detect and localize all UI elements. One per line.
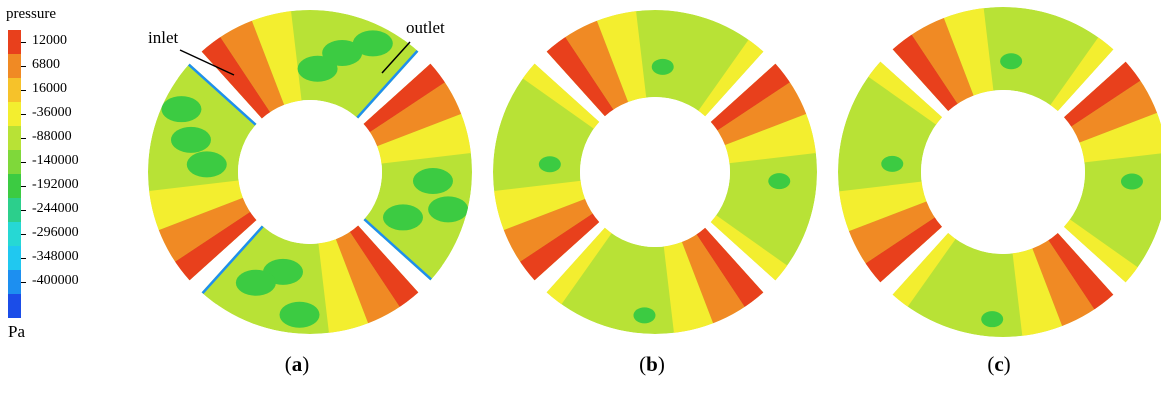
pad-c-bottom xyxy=(892,232,1114,337)
legend-tick-label: 12000 xyxy=(32,33,67,48)
legend-tick-mark xyxy=(21,258,26,259)
legend-tick-label: 16000 xyxy=(32,81,67,96)
legend-title: pressure xyxy=(6,6,56,22)
legend-swatch xyxy=(8,126,21,150)
legend-tick-mark xyxy=(21,138,26,139)
legend-swatch xyxy=(8,174,21,198)
legend-tick-mark xyxy=(21,186,26,187)
pad-b-right xyxy=(710,63,817,281)
legend-tick-mark xyxy=(21,42,26,43)
legend-tick-mark xyxy=(21,90,26,91)
legend-swatch xyxy=(8,150,21,174)
legend-tick-label: -244000 xyxy=(32,201,79,216)
pad-a-bottom xyxy=(201,225,419,334)
legend-tick-label: -36000 xyxy=(32,105,72,120)
pad-b-left xyxy=(493,63,600,281)
pad-c-right xyxy=(1063,61,1161,283)
inlet-label: inlet xyxy=(148,28,179,47)
inlet-leader-line xyxy=(179,49,235,76)
legend-swatch xyxy=(8,222,21,246)
legend-tick-label: -140000 xyxy=(32,153,79,168)
legend-tick-label: -348000 xyxy=(32,249,79,264)
legend-tick-mark xyxy=(21,210,26,211)
pad-a-right xyxy=(363,63,473,281)
caption-b-letter: b xyxy=(646,352,658,376)
legend-swatch xyxy=(8,198,21,222)
caption-a-letter: a xyxy=(291,352,303,376)
outlet-label: outlet xyxy=(406,18,445,37)
legend-swatch xyxy=(8,102,21,126)
legend-tick-label: -400000 xyxy=(32,273,79,288)
legend-tick-label: -192000 xyxy=(32,177,79,192)
legend-tick-label: 6800 xyxy=(32,57,60,72)
legend-tick-label: -88000 xyxy=(32,129,72,144)
caption-c-letter: c xyxy=(994,352,1004,376)
pad-a-top xyxy=(201,9,419,119)
caption-a: (a) xyxy=(284,352,310,376)
caption-b: (b) xyxy=(639,352,665,376)
legend-tick-mark xyxy=(21,282,26,283)
outlet-leader-line xyxy=(381,41,411,74)
legend-tick-label: -296000 xyxy=(32,225,79,240)
legend-swatch xyxy=(8,246,21,270)
legend-swatch xyxy=(8,294,21,318)
legend-tick-mark xyxy=(21,234,26,235)
panel-a xyxy=(147,9,473,334)
pad-c-top xyxy=(892,6,1114,112)
legend-tick-mark xyxy=(21,162,26,163)
pressure-legend: pressure 12000 6800 16000 -36000 -88000 -1400… xyxy=(0,0,140,345)
legend-swatch xyxy=(8,270,21,294)
pad-b-bottom xyxy=(546,227,764,334)
caption-c: (c) xyxy=(987,352,1011,376)
legend-tick-mark xyxy=(21,66,26,67)
legend-tick-mark xyxy=(21,114,26,115)
panel-b xyxy=(493,10,817,334)
legend-swatch xyxy=(8,78,21,102)
pad-c-left xyxy=(838,61,943,283)
legend-swatch xyxy=(8,54,21,78)
legend-swatch xyxy=(8,30,21,54)
panel-c xyxy=(838,6,1161,337)
legend-unit: Pa xyxy=(8,322,25,341)
pad-b-top xyxy=(546,10,764,117)
pad-a-left xyxy=(147,63,257,281)
